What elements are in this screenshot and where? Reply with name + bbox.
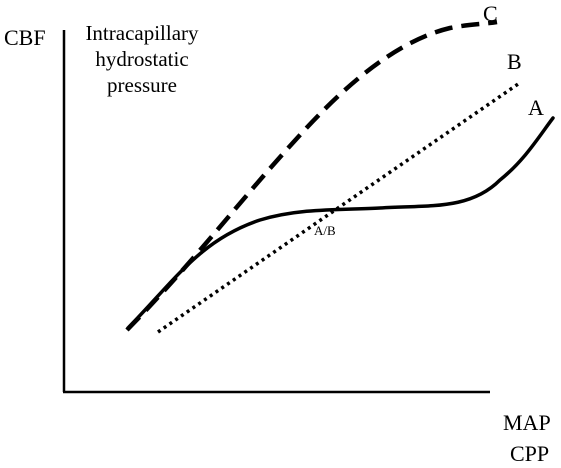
- x-axis-label-cpp: CPP: [510, 441, 550, 466]
- annotation-text: Intracapillary hydrostatic pressure: [72, 20, 212, 98]
- annotation-line-3: pressure: [107, 73, 177, 97]
- curve-a: [126, 116, 555, 330]
- intersection-label: A/B: [314, 223, 336, 238]
- annotation-line-1: Intracapillary: [85, 21, 199, 45]
- annotation-line-2: hydrostatic: [95, 47, 189, 71]
- curve-label-c: C: [483, 1, 498, 26]
- curve-c: [125, 19, 498, 332]
- y-axis-label: CBF: [4, 25, 46, 50]
- curve-label-a: A: [528, 95, 544, 120]
- curve-b: [157, 80, 522, 334]
- curve-label-b: B: [507, 49, 522, 74]
- x-axis-label-map: MAP: [503, 410, 551, 435]
